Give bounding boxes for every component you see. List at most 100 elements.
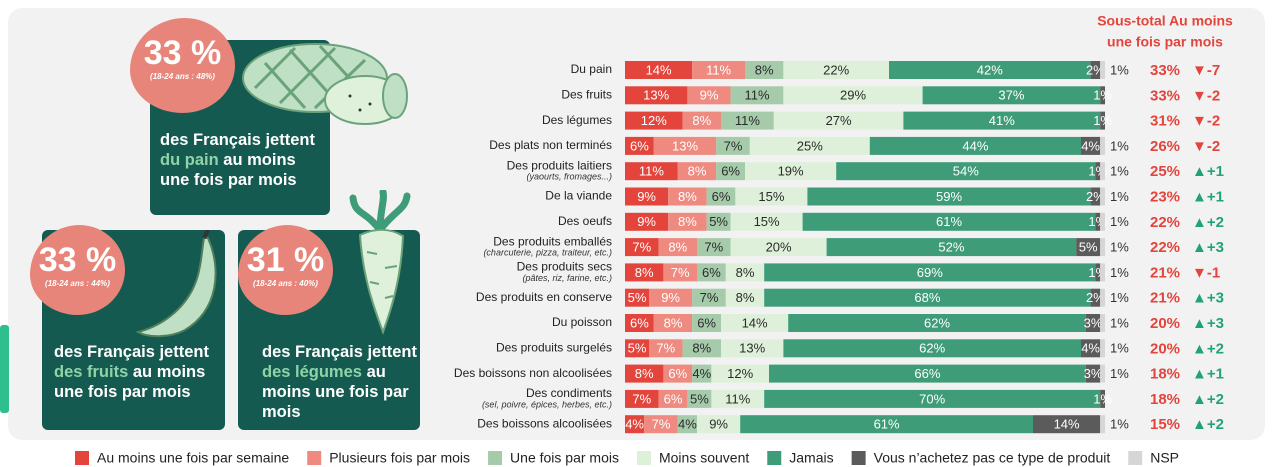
card-highlight: des fruits: [54, 363, 129, 381]
bar-segment: [1090, 187, 1101, 206]
bar-segment: [1085, 364, 1101, 383]
change: ▲+1: [1192, 163, 1224, 180]
bar-segment: [807, 187, 1091, 206]
value-label: 1%: [1110, 265, 1129, 280]
value-label: 8%: [668, 240, 687, 255]
value-label: 70%: [919, 391, 945, 406]
bar-segment: [1100, 187, 1105, 206]
value-label: 11%: [735, 113, 760, 128]
value-label: 61%: [936, 214, 962, 229]
bar-segment: [649, 288, 693, 307]
bar-segment: [625, 314, 654, 332]
subtotal: 18%: [1150, 366, 1180, 383]
legend-label: NSP: [1150, 450, 1179, 466]
bar-segment: [826, 238, 1077, 257]
carrot-illustration: [349, 190, 411, 335]
bar-segment: [922, 86, 1101, 105]
change: ▼-2: [1192, 87, 1220, 104]
subtotal: 20%: [1150, 315, 1180, 332]
bar-segment: [869, 136, 1081, 155]
bar-segment: [644, 415, 678, 434]
value-label: 1%: [1093, 88, 1112, 103]
legend-label: Jamais: [789, 450, 833, 466]
change: ▲+1: [1192, 188, 1224, 205]
bar-segment: [625, 389, 659, 408]
value-label: 7%: [700, 290, 719, 305]
bar-segment: [677, 162, 717, 181]
value-label: 8%: [755, 62, 774, 77]
legend-swatch: [767, 451, 782, 465]
category-label: Des produits en conserve: [476, 290, 612, 304]
bar-segment: [721, 111, 774, 130]
value-label: 11%: [725, 391, 750, 406]
value-label: 5%: [1079, 240, 1098, 255]
legend-swatch: [1128, 451, 1143, 465]
bar-segment: [764, 389, 1101, 408]
value-label: 15%: [758, 189, 784, 204]
bar-segment: [725, 263, 765, 282]
bar-segment: [625, 263, 664, 282]
value-label: 6%: [668, 366, 687, 381]
value-label: 68%: [914, 290, 940, 305]
subtotal: 33%: [1150, 87, 1180, 104]
bar-segment: [730, 212, 803, 231]
value-label: 1%: [1110, 341, 1129, 356]
value-label: 8%: [678, 214, 697, 229]
bar-segment: [1100, 415, 1105, 434]
value-label: 6%: [664, 391, 683, 406]
value-label: 5%: [709, 214, 728, 229]
bar-segment: [692, 288, 726, 307]
value-label: 13%: [672, 138, 698, 153]
value-label: 14%: [646, 62, 672, 77]
change: ▼-1: [1192, 264, 1220, 281]
bar-segment: [740, 415, 1033, 434]
value-label: 1%: [1110, 315, 1129, 330]
bar-segment: [1100, 389, 1105, 408]
bar-segment: [1100, 263, 1105, 282]
bar-segment: [836, 162, 1096, 181]
card-text-before: des Français jettent: [160, 131, 315, 149]
bar-segment: [692, 61, 745, 79]
value-label: 8%: [692, 113, 711, 128]
bar-segment: [802, 212, 1096, 231]
card-youth: (18-24 ans : 40%): [253, 279, 318, 288]
value-label: 22%: [823, 62, 849, 77]
subtotal: 22%: [1150, 214, 1180, 231]
subtotal: 22%: [1150, 239, 1180, 256]
value-label: 25%: [797, 138, 823, 153]
value-label: 4%: [692, 366, 711, 381]
bar-segment: [625, 288, 649, 307]
category-label: Des produits secs: [517, 260, 612, 274]
bar-segment: [687, 389, 712, 408]
subtotal-title: une fois par mois: [1107, 34, 1223, 50]
legend-swatch: [307, 451, 322, 465]
bread-illustration: [242, 43, 408, 125]
value-label: 8%: [736, 265, 755, 280]
bar-segment: [682, 111, 721, 130]
bar-segment: [1033, 415, 1101, 434]
banana-illustration: [135, 230, 217, 338]
bar-segment: [663, 263, 697, 282]
bar-segment: [706, 212, 731, 231]
legend-swatch: [851, 451, 866, 465]
value-label: 1%: [1110, 214, 1129, 229]
category-label: Des condiments: [526, 386, 612, 400]
category-label: Du poisson: [552, 315, 612, 329]
bar-segment: [716, 162, 745, 181]
value-label: 9%: [661, 290, 680, 305]
bar-segment: [692, 364, 712, 383]
bar-segment: [1100, 314, 1105, 332]
value-label: 1%: [1110, 240, 1129, 255]
value-label: 9%: [637, 214, 656, 229]
legend-label: Une fois par mois: [510, 450, 619, 466]
value-label: 59%: [936, 189, 962, 204]
category-note: (charcuterie, pizza, traiteur, etc.): [483, 247, 612, 257]
value-label: 69%: [917, 265, 943, 280]
bar-segment: [687, 86, 731, 105]
change: ▲+3: [1192, 290, 1224, 307]
value-label: 4%: [625, 417, 644, 432]
bar-segment: [730, 238, 827, 257]
subtotal: 15%: [1150, 416, 1180, 433]
bar-segment: [682, 339, 721, 358]
value-label: 1%: [1110, 189, 1129, 204]
